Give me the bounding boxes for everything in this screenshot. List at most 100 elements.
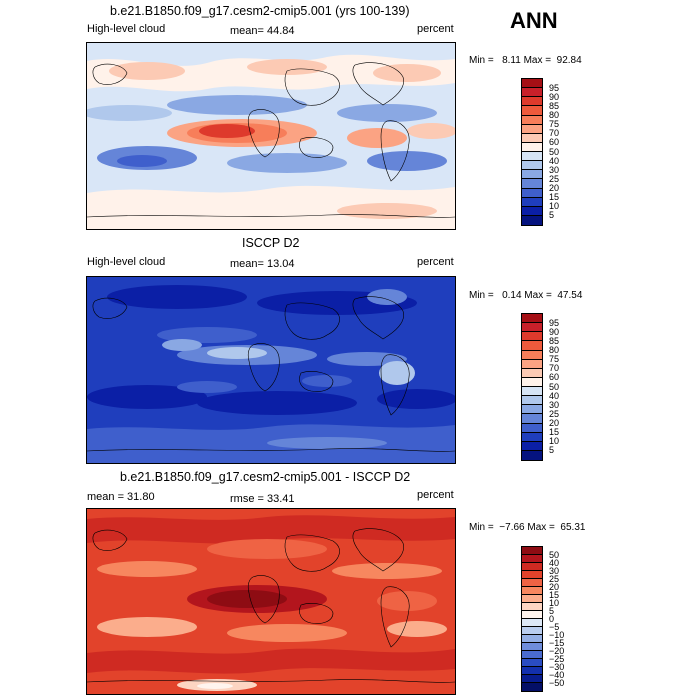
colorbar-swatch bbox=[522, 88, 542, 98]
panel2-map bbox=[86, 276, 456, 464]
colorbar-swatch bbox=[522, 368, 542, 378]
colorbar-swatch bbox=[522, 396, 542, 406]
colorbar-level-label: 20 bbox=[549, 183, 560, 193]
colorbar-swatch bbox=[522, 170, 542, 180]
colorbar-swatch bbox=[522, 97, 542, 107]
colorbar-level-label: 25 bbox=[549, 408, 560, 419]
colorbar-swatch bbox=[522, 611, 542, 619]
colorbar-level-label: 60 bbox=[549, 372, 560, 383]
colorbar-level-label: 75 bbox=[549, 119, 560, 130]
colorbar-swatch bbox=[522, 179, 542, 189]
panel2-mean: mean= 13.04 bbox=[230, 258, 295, 270]
colorbar-level-label: −30 bbox=[549, 661, 565, 672]
colorbar-swatch bbox=[522, 579, 542, 587]
panel1-units: percent bbox=[417, 23, 454, 35]
colorbar-level-label: −20 bbox=[549, 645, 565, 656]
colorbar-level-label: 25 bbox=[549, 573, 560, 584]
panel2-title: ISCCP D2 bbox=[242, 236, 300, 250]
panel2-colorbar bbox=[521, 313, 543, 461]
colorbar-swatch bbox=[522, 595, 542, 603]
colorbar-swatch bbox=[522, 142, 542, 152]
panel3-colorbar bbox=[521, 546, 543, 692]
colorbar-swatch bbox=[522, 603, 542, 611]
colorbar-level-label: −50 bbox=[549, 677, 565, 688]
colorbar-level-label: 95 bbox=[549, 82, 560, 93]
panel1-title: b.e21.B1850.f09_g17.cesm2-cmip5.001 (yrs… bbox=[110, 4, 410, 18]
colorbar-level-label: −15 bbox=[549, 637, 565, 648]
panel3-map bbox=[86, 508, 456, 695]
colorbar-level-label: 10 bbox=[549, 201, 560, 212]
colorbar-level-label: 10 bbox=[549, 597, 560, 608]
colorbar-swatch bbox=[522, 152, 542, 162]
colorbar-level-label: −40 bbox=[549, 669, 565, 680]
colorbar-level-label: 15 bbox=[549, 589, 560, 600]
colorbar-swatch bbox=[522, 206, 542, 216]
colorbar-swatch bbox=[522, 627, 542, 635]
panel3-rmse: rmse = 33.41 bbox=[230, 493, 295, 505]
colorbar-level-label: 30 bbox=[549, 399, 560, 410]
panel1-colorbar bbox=[521, 78, 543, 226]
colorbar-swatch bbox=[522, 332, 542, 342]
colorbar-swatch bbox=[522, 323, 542, 333]
colorbar-level-label: 50 bbox=[549, 381, 560, 392]
colorbar-level-label: 40 bbox=[549, 557, 560, 568]
colorbar-swatch bbox=[522, 683, 542, 691]
colorbar-swatch bbox=[522, 659, 542, 667]
colorbar-level-label: 10 bbox=[549, 436, 560, 447]
panel1-field-label: High-level cloud bbox=[87, 23, 166, 35]
colorbar-level-label: 30 bbox=[549, 164, 560, 175]
colorbar-level-label: 5 bbox=[549, 605, 555, 616]
colorbar-level-label: 20 bbox=[549, 581, 560, 592]
colorbar-swatch bbox=[522, 106, 542, 116]
colorbar-swatch bbox=[522, 314, 542, 324]
panel1-map bbox=[86, 42, 456, 230]
colorbar-swatch bbox=[522, 79, 542, 89]
colorbar-swatch bbox=[522, 161, 542, 171]
panel2-field-label: High-level cloud bbox=[87, 256, 166, 268]
colorbar-swatch bbox=[522, 441, 542, 451]
colorbar-level-label: 5 bbox=[549, 210, 555, 221]
panel1-mean: mean= 44.84 bbox=[230, 25, 295, 37]
colorbar-swatch bbox=[522, 619, 542, 627]
colorbar-swatch bbox=[522, 188, 542, 198]
panel3-mean: mean = 31.80 bbox=[87, 491, 155, 503]
colorbar-swatch bbox=[522, 675, 542, 683]
panel3-units: percent bbox=[417, 489, 454, 501]
colorbar-level-label: 85 bbox=[549, 335, 560, 346]
colorbar-swatch bbox=[522, 359, 542, 369]
colorbar-swatch bbox=[522, 450, 542, 460]
colorbar-level-label: 25 bbox=[549, 173, 560, 184]
colorbar-swatch bbox=[522, 587, 542, 595]
colorbar-swatch bbox=[522, 124, 542, 134]
season-label: ANN bbox=[510, 8, 558, 33]
colorbar-level-label: 5 bbox=[549, 445, 555, 456]
panel3-minmax: Min = −7.66 Max = 65.31 bbox=[469, 522, 586, 533]
colorbar-swatch bbox=[522, 341, 542, 351]
colorbar-level-label: 70 bbox=[549, 363, 560, 374]
colorbar-swatch bbox=[522, 643, 542, 651]
colorbar-swatch bbox=[522, 197, 542, 207]
colorbar-level-label: 85 bbox=[549, 100, 560, 111]
colorbar-swatch bbox=[522, 423, 542, 433]
colorbar-swatch bbox=[522, 414, 542, 424]
colorbar-level-label: 15 bbox=[549, 192, 560, 203]
colorbar-level-label: 50 bbox=[549, 549, 560, 560]
colorbar-level-label: 90 bbox=[549, 91, 560, 102]
colorbar-swatch bbox=[522, 115, 542, 125]
colorbar-swatch bbox=[522, 651, 542, 659]
colorbar-swatch bbox=[522, 667, 542, 675]
colorbar-level-label: −25 bbox=[549, 653, 565, 664]
colorbar-level-label: −10 bbox=[549, 629, 565, 640]
colorbar-level-label: 15 bbox=[549, 427, 560, 438]
colorbar-swatch bbox=[522, 555, 542, 563]
colorbar-level-label: 90 bbox=[549, 326, 560, 337]
colorbar-level-label: 0 bbox=[549, 613, 555, 624]
panel1-minmax: Min = 8.11 Max = 92.84 bbox=[469, 55, 582, 66]
colorbar-level-label: 40 bbox=[549, 390, 560, 401]
colorbar-swatch bbox=[522, 563, 542, 571]
panel3-title: b.e21.B1850.f09_g17.cesm2-cmip5.001 - IS… bbox=[120, 470, 411, 484]
colorbar-level-label: 40 bbox=[549, 155, 560, 166]
panel2-units: percent bbox=[417, 256, 454, 268]
colorbar-level-label: 20 bbox=[549, 418, 560, 428]
colorbar-level-label: 80 bbox=[549, 110, 560, 120]
